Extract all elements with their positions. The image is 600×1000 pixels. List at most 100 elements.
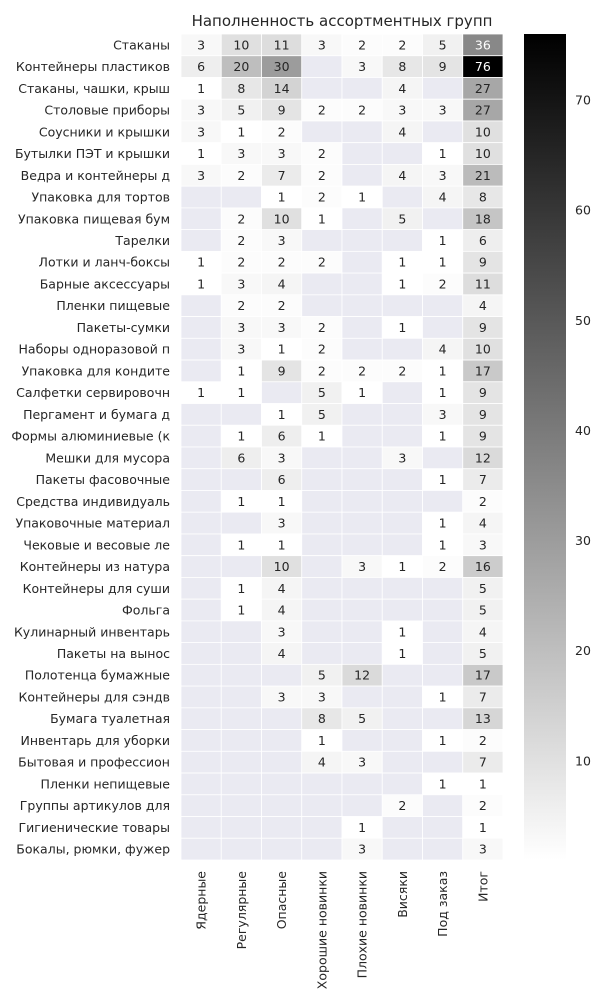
row-label: Бутылки ПЭТ и крышки [15,146,170,161]
cell-value-label: 3 [278,450,286,465]
heatmap-cell [422,750,464,774]
cell-value-label: 2 [237,211,245,226]
cell-value-label: 4 [278,276,286,291]
heatmap-cell [220,511,262,535]
cell-value-label: 6 [479,233,487,248]
cell-value-label: 9 [479,429,487,444]
heatmap-cell [381,490,423,513]
cell-value-label: 3 [439,103,447,118]
cell-value-label: 2 [318,146,326,161]
heatmap-cell [180,403,222,426]
heatmap-cell [220,555,262,578]
cell-value-label: 10 [233,37,249,52]
cell-value-label: 1 [358,820,366,835]
cell-value-label: 3 [358,559,366,574]
heatmap-cell [220,403,262,426]
cell-value-label: 4 [278,603,286,618]
row-label: Бытовая и профессион [18,755,170,770]
cell-value-label: 2 [358,37,366,52]
cell-value-label: 4 [398,81,406,96]
row-label: Мешки для мусора [45,450,170,465]
heatmap-cell [341,207,383,231]
colorbar-tick-label: 10 [575,753,591,768]
heatmap-cell [341,142,383,165]
cell-value-label: 1 [278,190,286,205]
cell-value-label: 10 [274,211,290,226]
heatmap-cell [301,620,343,644]
heatmap-cell [180,642,222,665]
row-label: Пакеты фасовочные [36,472,171,487]
cell-value-label: 2 [278,124,286,139]
cell-value-label: 1 [439,233,447,248]
cell-value-label: 3 [197,124,205,139]
cell-value-label: 3 [318,689,326,704]
cell-value-label: 1 [237,581,245,596]
row-label: Группы артикулов для [20,798,170,813]
heatmap-cell [341,729,383,752]
cell-value-label: 17 [475,363,491,378]
heatmap-cell [422,490,464,513]
heatmap-cell [180,424,222,448]
heatmap-cell [381,533,423,557]
row-label: Салфетки сервировочн [16,385,170,400]
heatmap-cell [381,707,423,730]
heatmap-cell [301,120,343,144]
heatmap-cell [381,142,423,165]
cell-value-label: 1 [237,429,245,444]
cell-value-label: 1 [318,211,326,226]
cell-value-label: 21 [475,168,491,183]
column-label: Опасные [274,871,289,930]
heatmap-cell [180,511,222,535]
heatmap-cell [422,446,464,470]
cell-value-label: 2 [318,103,326,118]
heatmap-cell [180,750,222,774]
cell-value-label: 4 [479,624,487,639]
cell-value-label: 2 [318,320,326,335]
cell-value-label: 9 [439,59,447,74]
heatmap-cell [381,816,423,839]
heatmap-cell [261,837,303,861]
heatmap-cell [301,642,343,665]
cell-value-label: 1 [197,81,205,96]
heatmap-cell [220,816,262,839]
cell-value-label: 13 [475,711,491,726]
heatmap-cell [180,446,222,470]
heatmap-cell [180,533,222,557]
cell-value-label: 1 [479,820,487,835]
heatmap-cell [381,381,423,404]
cell-value-label: 76 [475,59,491,74]
heatmap-cell [261,816,303,839]
heatmap-cell [341,577,383,600]
cell-value-label: 9 [479,255,487,270]
cell-value-label: 2 [318,190,326,205]
heatmap-cell [261,381,303,404]
cell-value-label: 12 [475,450,491,465]
heatmap-cell [220,642,262,665]
heatmap-cell [341,490,383,513]
column-labels: Ядерные Регулярные Опасные Хорошие новинки П… [194,871,491,989]
cell-value-label: 3 [237,146,245,161]
row-label: Пакеты-сумки [77,320,170,335]
heatmap-cell [180,620,222,644]
heatmap-cell [422,816,464,839]
heatmap-cell [422,294,464,317]
row-label: Упаковка для кондите [22,363,171,378]
cell-value-label: 1 [197,385,205,400]
cell-value-label: 3 [439,168,447,183]
row-label: Фольга [122,603,170,618]
chart-title: Наполненность ассортментных групп [192,12,493,30]
cell-value-label: 1 [237,124,245,139]
heatmap-cell [422,663,464,687]
cell-value-label: 1 [237,603,245,618]
cell-value-label: 3 [278,320,286,335]
row-label: Пленки пищевые [56,298,170,313]
row-label: Ведра и контейнеры д [21,168,170,183]
cell-value-label: 1 [237,363,245,378]
cell-value-label: 27 [475,81,491,96]
heatmap-cell [220,772,262,796]
heatmap-cell [220,685,262,709]
row-label: Стаканы [113,37,170,52]
heatmap-cell [301,468,343,491]
heatmap-cell [381,750,423,774]
cell-value-label: 3 [278,516,286,531]
